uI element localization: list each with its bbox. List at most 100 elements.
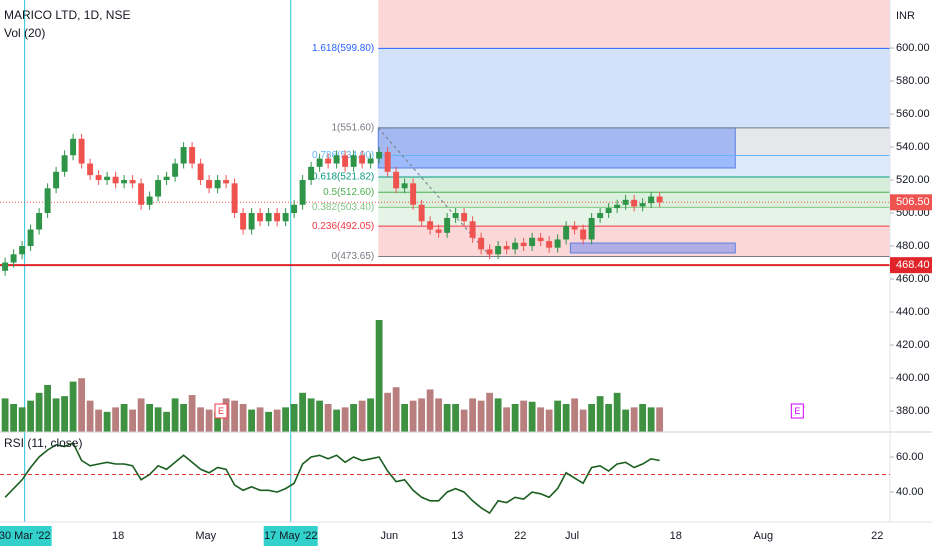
- y-tick-label: 560.00: [896, 108, 930, 120]
- event-marker: [790, 403, 804, 419]
- candle-body: [393, 171, 400, 189]
- y-tick-label: 600.00: [896, 42, 930, 54]
- candle-body: [87, 163, 94, 176]
- fib-label: 1(551.60): [331, 123, 374, 134]
- candle-body: [537, 237, 544, 242]
- x-tick-label: Aug: [754, 530, 774, 542]
- y-tick-label: 520.00: [896, 174, 930, 186]
- candle-body: [444, 217, 451, 233]
- candle-body: [299, 180, 306, 205]
- fib-label: 0.236(492.05): [312, 221, 374, 232]
- currency: INR: [896, 10, 915, 22]
- x-tick-label: 22: [871, 530, 883, 542]
- zone: [569, 242, 736, 254]
- volume-bar: [579, 409, 587, 432]
- x-tick-label: 17 May '22: [264, 530, 317, 542]
- fib-band: [378, 0, 890, 49]
- volume-bar: [452, 404, 460, 432]
- candle-body: [614, 204, 621, 209]
- volume-bar: [265, 411, 273, 432]
- candle-body: [61, 155, 68, 172]
- volume-bar: [511, 404, 519, 432]
- candle-body: [461, 213, 468, 222]
- volume-bar: [443, 404, 451, 432]
- volume-bar: [205, 409, 213, 432]
- volume-bar: [35, 392, 43, 432]
- price-tag-label: 468.40: [896, 259, 930, 271]
- volume-bar: [562, 404, 570, 432]
- volume-bar: [273, 409, 281, 432]
- candle-body: [512, 242, 519, 250]
- candle-body: [342, 155, 349, 167]
- candle-body: [656, 196, 663, 203]
- y-tick-label: 580.00: [896, 75, 930, 87]
- volume-bar: [460, 409, 468, 432]
- candle-body: [291, 204, 298, 214]
- trend-line: [377, 127, 491, 257]
- volume-bar: [61, 396, 69, 432]
- candle-body: [333, 155, 340, 164]
- y-tick-label: 400.00: [896, 372, 930, 384]
- candle-body: [197, 163, 204, 181]
- candle-body: [529, 237, 536, 247]
- candle-body: [639, 203, 646, 207]
- volume-bar: [214, 411, 222, 432]
- volume-bar: [146, 404, 154, 432]
- volume-title: Vol (20): [4, 26, 45, 40]
- candle-body: [563, 226, 570, 240]
- candle-body: [316, 158, 323, 167]
- volume-bar: [630, 407, 638, 432]
- volume-bar: [375, 320, 383, 432]
- volume-bar: [239, 404, 247, 432]
- volume-bar: [188, 395, 196, 432]
- fib-band: [378, 226, 890, 257]
- y-tick-label: 460.00: [896, 273, 930, 285]
- volume-bar: [324, 404, 332, 432]
- y-tick-label: 420.00: [896, 339, 930, 351]
- volume-bar: [528, 401, 536, 432]
- event-marker: [214, 403, 228, 419]
- candle-body: [274, 213, 281, 222]
- volume-bar: [426, 389, 434, 432]
- y-tick-label: 540.00: [896, 141, 930, 153]
- price-tag: [890, 257, 932, 274]
- fib-band: [378, 48, 890, 128]
- candle-body: [248, 213, 255, 230]
- volume-bar: [103, 411, 111, 432]
- y-tick-label: 440.00: [896, 306, 930, 318]
- candle-body: [359, 155, 366, 164]
- candle-body: [418, 204, 425, 222]
- volume-bar: [384, 392, 392, 432]
- candle-body: [129, 180, 136, 184]
- volume-bar: [613, 392, 621, 432]
- fib-label: 0(473.65): [331, 251, 374, 262]
- volume-bar: [299, 392, 307, 432]
- fib-band: [378, 177, 890, 193]
- volume-bar: [52, 398, 60, 432]
- volume-bar: [120, 404, 128, 432]
- x-tick-label: May: [195, 530, 216, 542]
- volume-bar: [494, 398, 502, 432]
- volume-bar: [545, 409, 553, 432]
- x-tick-label: 22: [514, 530, 526, 542]
- volume-bar: [137, 398, 145, 432]
- event-label: E: [794, 406, 800, 416]
- candle-body: [36, 213, 43, 230]
- candle-body: [452, 213, 459, 218]
- candle-body: [138, 183, 145, 205]
- volume-bar: [18, 407, 26, 432]
- fib-band: [378, 155, 890, 178]
- candle-body: [265, 213, 272, 222]
- candle-body: [10, 254, 17, 263]
- candle-body: [19, 246, 26, 255]
- event-label: E: [218, 406, 224, 416]
- volume-bar: [503, 407, 511, 432]
- candle-body: [520, 242, 527, 247]
- volume-bar: [129, 409, 137, 432]
- candle-body: [469, 221, 476, 238]
- candle-body: [435, 229, 442, 233]
- date-highlight: [0, 526, 52, 546]
- x-tick-label: 18: [670, 530, 682, 542]
- candle-body: [257, 213, 264, 222]
